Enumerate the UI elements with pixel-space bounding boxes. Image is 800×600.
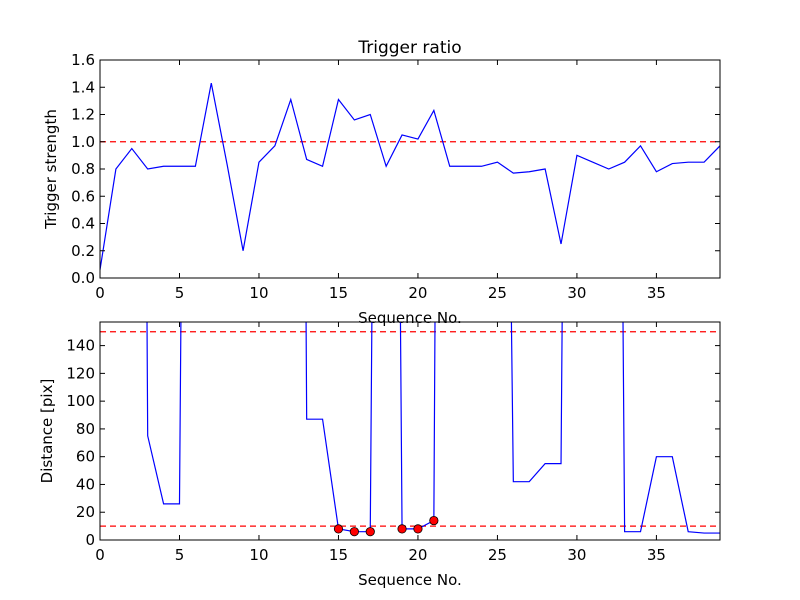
- y-tick-label: 20: [76, 503, 95, 521]
- trigger-ratio-panel: Trigger ratio Sequence No. Trigger stren…: [42, 38, 721, 327]
- y-tick-label: 0.8: [71, 160, 95, 178]
- x-tick-label: 15: [329, 546, 348, 564]
- y-tick-label: 100: [66, 392, 95, 410]
- series-line: [146, 322, 720, 534]
- data-point-marker: [365, 527, 375, 537]
- y-tick-label: 1.0: [71, 133, 95, 151]
- y-tick-label: 0.0: [71, 269, 95, 287]
- x-tick-label: 20: [408, 284, 427, 302]
- data-point-marker: [429, 515, 439, 526]
- x-tick-label: 25: [488, 546, 507, 564]
- x-tick-label: 35: [647, 546, 666, 564]
- y-tick-label: 0.2: [71, 242, 95, 260]
- plot-area: [100, 83, 720, 270]
- y-tick-label: 140: [66, 337, 95, 355]
- x-tick-label: 20: [408, 546, 427, 564]
- data-point-marker: [333, 524, 344, 534]
- x-tick-label: 10: [249, 546, 268, 564]
- data-point-marker: [349, 527, 359, 537]
- y-tick-label: 0.6: [71, 187, 95, 205]
- x-tick-label: 25: [488, 284, 507, 302]
- y-tick-label: 0.4: [71, 215, 95, 233]
- y-axis-label: Distance [pix]: [38, 379, 56, 484]
- y-tick-label: 1.2: [71, 106, 95, 124]
- y-tick-label: 1.6: [71, 51, 95, 69]
- x-tick-label: 10: [249, 284, 268, 302]
- data-point-marker: [397, 524, 407, 534]
- axes-frame: [99, 321, 721, 541]
- plot-area: [100, 322, 720, 537]
- y-tick-label: 0: [85, 531, 95, 549]
- x-tick-label: 30: [567, 546, 586, 564]
- x-axis-label: Sequence No.: [358, 571, 462, 589]
- series-line: [100, 83, 720, 270]
- y-tick-label: 1.4: [71, 78, 95, 96]
- y-tick-label: 40: [76, 475, 95, 493]
- x-tick-label: 5: [175, 546, 185, 564]
- distance-panel: Sequence No. Distance [pix] 0 5 10 15 20 25 30…: [38, 321, 721, 589]
- x-tick-label: 35: [647, 284, 666, 302]
- x-tick-label: 30: [567, 284, 586, 302]
- panel-title: Trigger ratio: [357, 38, 461, 58]
- y-tick-label: 80: [76, 420, 95, 438]
- x-tick-label: 15: [329, 284, 348, 302]
- y-tick-label: 60: [76, 448, 95, 466]
- y-tick-label: 120: [66, 364, 95, 382]
- data-point-marker: [413, 524, 423, 534]
- x-tick-label: 0: [95, 284, 105, 302]
- x-tick-label: 0: [95, 546, 105, 564]
- x-tick-label: 5: [175, 284, 185, 302]
- x-axis-label: Sequence No.: [358, 309, 462, 327]
- y-axis-label: Trigger strength: [42, 109, 60, 230]
